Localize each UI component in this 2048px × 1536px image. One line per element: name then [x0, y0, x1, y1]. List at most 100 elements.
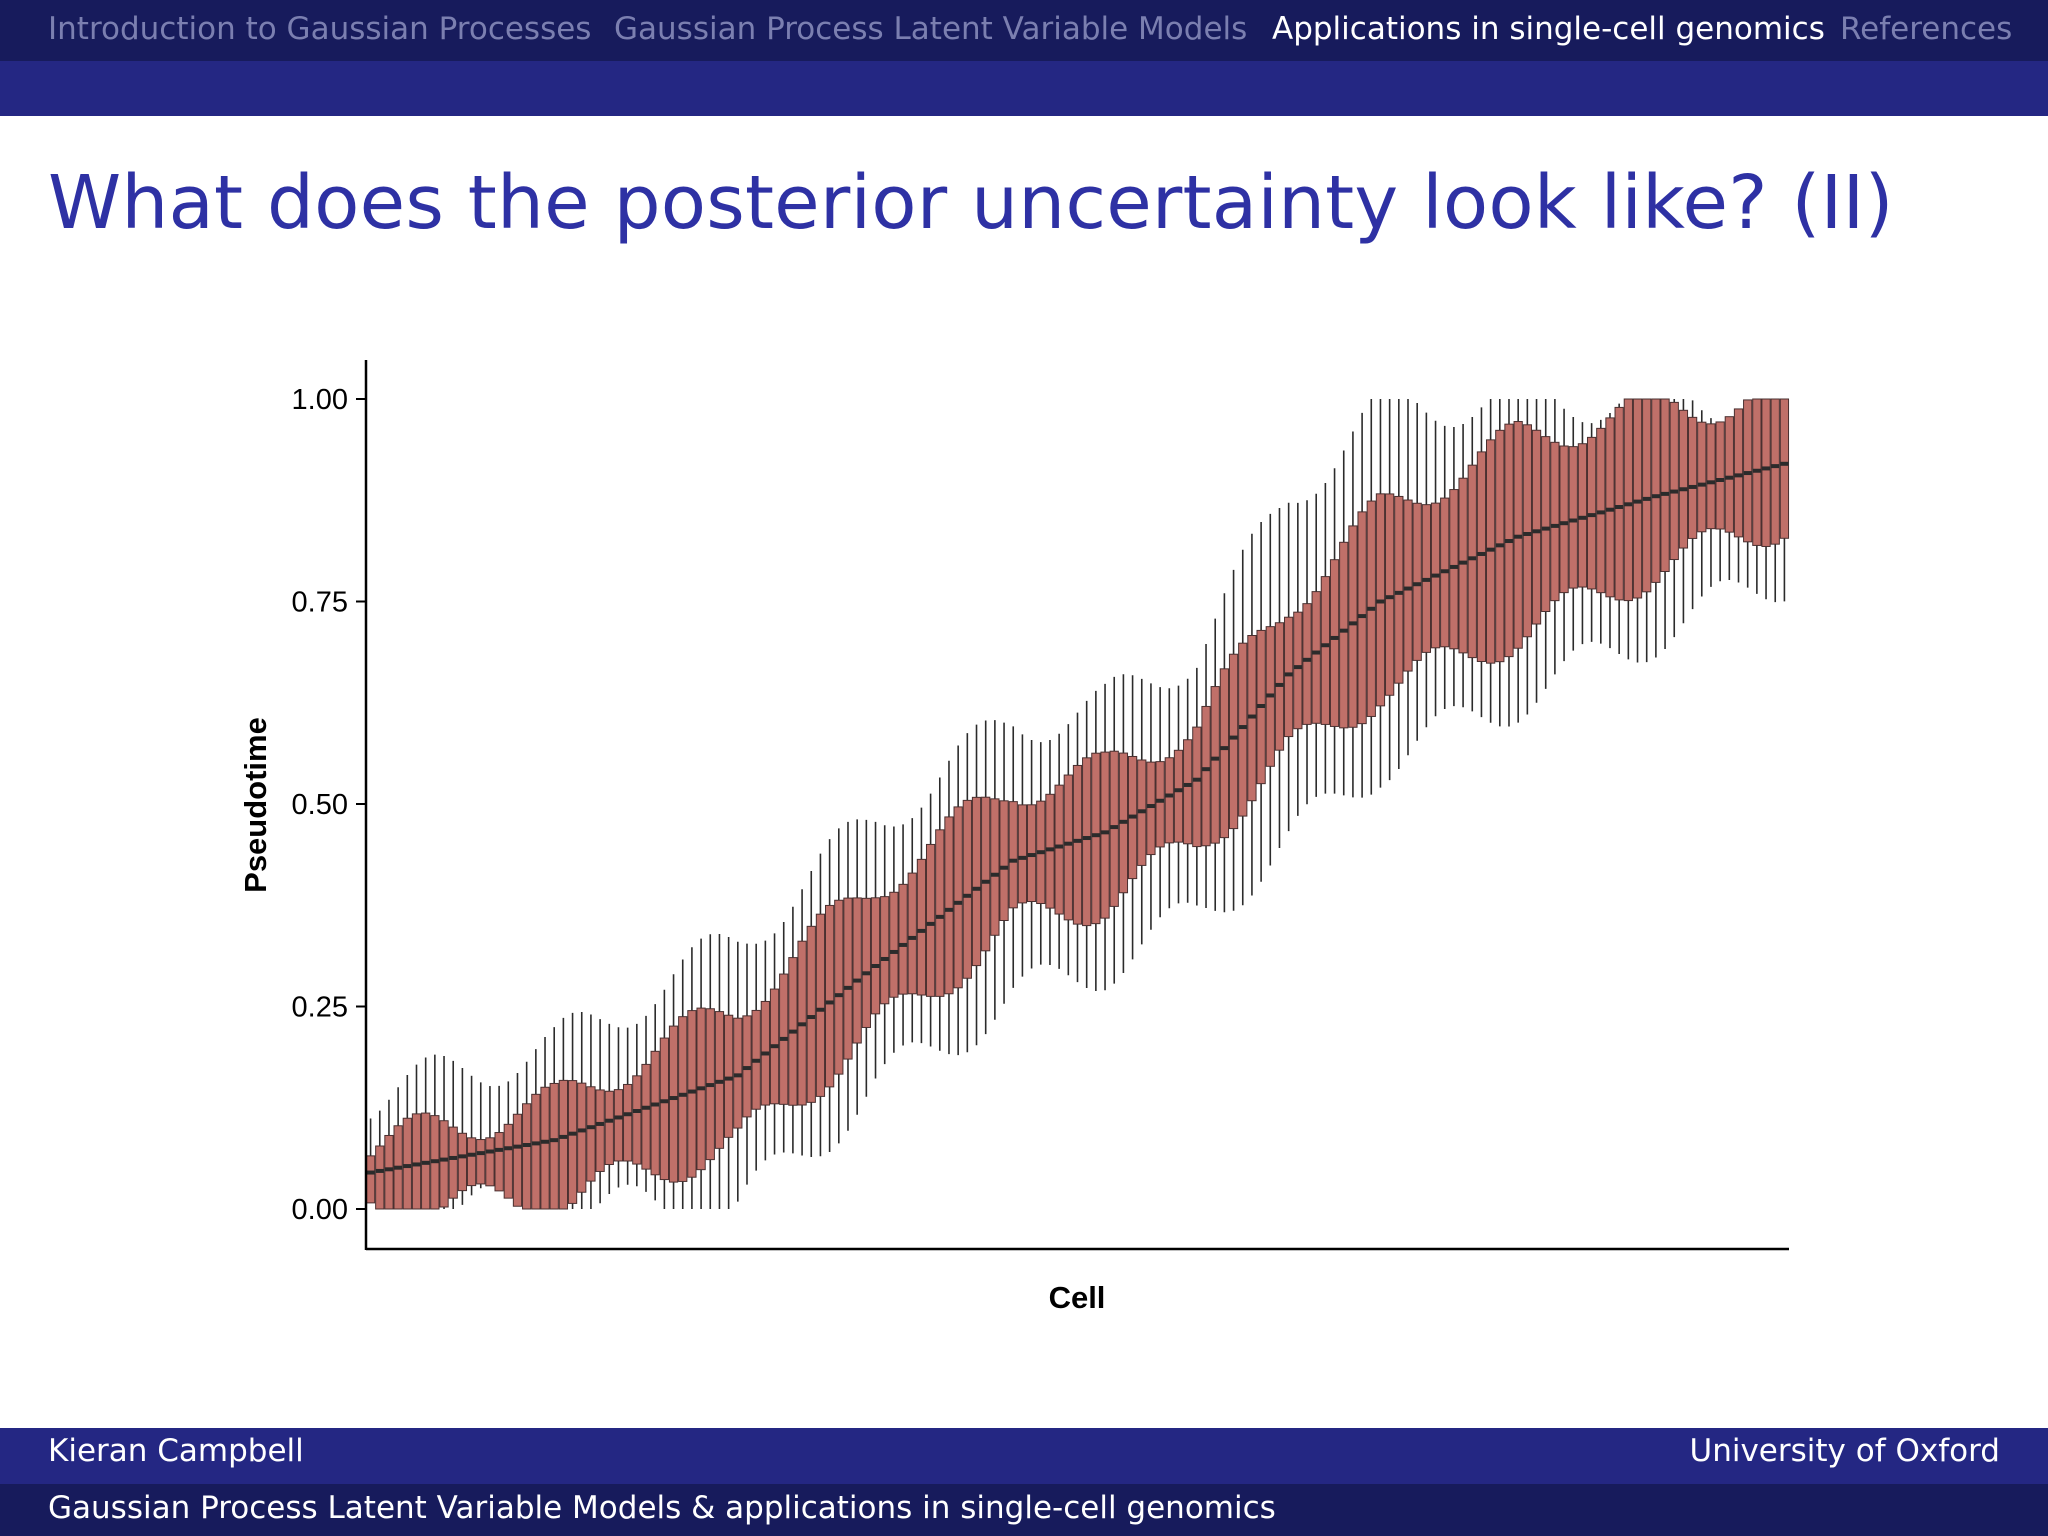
- footer-talk-title: Gaussian Process Latent Variable Models …: [48, 1490, 1276, 1526]
- box-body: [384, 1134, 394, 1210]
- box-body: [944, 816, 954, 995]
- y-tick-label: 1.00: [292, 384, 348, 416]
- box-body: [613, 1089, 624, 1162]
- box-body: [531, 1093, 541, 1210]
- box-body: [1054, 784, 1064, 915]
- y-tick-label: 0.50: [292, 789, 348, 821]
- box-body: [659, 1037, 670, 1181]
- box-body: [604, 1090, 614, 1166]
- box-body: [907, 872, 917, 995]
- box-body: [1761, 398, 1771, 547]
- box-body: [503, 1123, 513, 1199]
- box-body: [815, 913, 826, 1097]
- box-body: [1320, 576, 1331, 725]
- box-body: [898, 883, 908, 995]
- box-body: [1293, 611, 1303, 730]
- box-body: [540, 1086, 550, 1210]
- box-body: [1403, 499, 1413, 672]
- box-body: [558, 1079, 569, 1210]
- box-body: [1651, 398, 1661, 583]
- box-body: [1743, 399, 1753, 543]
- box-body: [1541, 436, 1551, 612]
- box-body: [1642, 398, 1652, 593]
- box-body: [1706, 423, 1716, 530]
- box-body: [375, 1145, 385, 1210]
- box-body: [1614, 406, 1624, 601]
- footer-bottom-band: Gaussian Process Latent Variable Models …: [0, 1484, 2048, 1536]
- box-body: [824, 904, 835, 1088]
- box-body: [990, 798, 1000, 936]
- nav-item-applications[interactable]: Applications in single-cell genomics: [1272, 11, 1825, 47]
- box-body: [1008, 801, 1018, 909]
- box-body: [925, 843, 936, 997]
- box-body: [549, 1082, 559, 1210]
- box-body: [586, 1086, 596, 1182]
- box-body: [577, 1082, 587, 1193]
- box-body: [1302, 603, 1312, 725]
- box-body: [1155, 761, 1165, 848]
- box-body: [687, 1010, 697, 1178]
- box-body: [999, 800, 1009, 922]
- box-body: [1697, 421, 1707, 533]
- box-body: [1385, 493, 1395, 696]
- box-body: [935, 829, 945, 997]
- box-body: [1678, 409, 1689, 549]
- box-body: [595, 1089, 605, 1172]
- box-body: [834, 899, 844, 1075]
- box-body: [494, 1132, 504, 1192]
- box-body: [981, 796, 991, 952]
- box-body: [1146, 761, 1156, 856]
- box-body: [448, 1126, 458, 1199]
- y-axis-ticks: 0.00 0.25 0.50 0.75 1.00: [292, 384, 366, 1226]
- box-body: [1219, 668, 1230, 839]
- box-body: [953, 806, 963, 989]
- box-body: [733, 1017, 743, 1129]
- box-body: [1348, 525, 1358, 728]
- box-body: [1577, 443, 1588, 588]
- box-body: [466, 1137, 477, 1187]
- nav-item-references[interactable]: References: [1840, 11, 2013, 47]
- box-body: [1779, 398, 1790, 539]
- footer-author: Kieran Campbell: [48, 1433, 304, 1469]
- box-body: [962, 799, 972, 979]
- box-body: [1072, 764, 1083, 925]
- box-body: [1017, 804, 1028, 904]
- box-body: [1183, 739, 1193, 845]
- slide-title: What does the posterior uncertainty look…: [48, 160, 1894, 246]
- footer-institution: University of Oxford: [1689, 1433, 2000, 1469]
- box-body: [1687, 416, 1698, 539]
- box-body: [1228, 653, 1239, 830]
- nav-item-gplvm[interactable]: Gaussian Process Latent Variable Models: [614, 11, 1248, 47]
- box-body: [567, 1080, 578, 1204]
- box-body: [632, 1075, 642, 1165]
- box-body: [476, 1139, 486, 1185]
- box-body: [1339, 541, 1349, 729]
- box-body: [402, 1117, 412, 1210]
- nav-item-introduction[interactable]: Introduction to Gaussian Processes: [48, 11, 592, 47]
- box-body: [1715, 421, 1725, 530]
- box-body: [1311, 591, 1321, 724]
- box-body: [1210, 686, 1220, 844]
- box-body: [641, 1063, 651, 1170]
- y-axis-label: Pseudotime: [238, 717, 273, 893]
- box-body: [522, 1103, 532, 1210]
- box-body: [1100, 751, 1110, 919]
- box-body: [1559, 445, 1569, 594]
- box-body: [1238, 642, 1248, 817]
- box-series: [365, 398, 1790, 1210]
- footer-top-band: Kieran Campbell University of Oxford: [0, 1428, 2048, 1484]
- box-body: [806, 925, 816, 1103]
- box-body: [1412, 502, 1422, 661]
- box-body: [1063, 774, 1073, 921]
- box-body: [1568, 446, 1578, 589]
- box-body: [512, 1113, 523, 1207]
- box-body: [1770, 398, 1780, 545]
- box-body: [724, 1014, 734, 1138]
- box-body: [1724, 416, 1734, 533]
- box-body: [1733, 408, 1744, 538]
- box-body: [1164, 757, 1174, 844]
- box-body: [1623, 398, 1633, 602]
- box-body: [1669, 401, 1679, 561]
- box-body: [1091, 752, 1101, 925]
- box-body: [650, 1050, 660, 1176]
